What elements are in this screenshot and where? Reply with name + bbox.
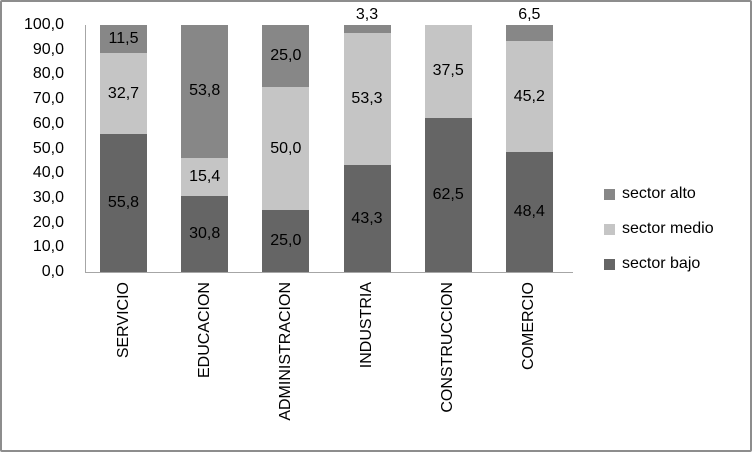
legend-swatch-icon xyxy=(604,223,615,235)
data-label: 3,3 xyxy=(355,6,379,23)
bar-segment xyxy=(262,25,310,87)
y-axis-tick-label: 100,0 xyxy=(23,16,64,33)
data-label: 25,0 xyxy=(270,46,302,64)
data-label: 55,8 xyxy=(107,194,140,212)
category-label: ADMINISTRACION xyxy=(276,282,294,421)
y-axis-tick-label: 70,0 xyxy=(32,90,64,108)
legend-label: sector bajo xyxy=(622,255,701,272)
bar-segment xyxy=(181,25,229,158)
plot-area xyxy=(85,25,573,273)
y-axis-tick-label: 10,0 xyxy=(32,238,64,256)
data-label: 43,3 xyxy=(351,209,383,227)
category-label: CONSTRUCCION xyxy=(439,282,457,413)
legend-item: sector medio xyxy=(604,218,714,240)
data-label: 53,3 xyxy=(351,90,383,108)
bar-segment xyxy=(181,157,229,196)
legend-label: sector alto xyxy=(622,185,696,202)
y-axis-tick-label: 50,0 xyxy=(32,139,64,157)
bar-segment xyxy=(343,25,391,34)
legend-item: sector bajo xyxy=(604,253,714,275)
data-label: 30,8 xyxy=(189,224,221,242)
y-axis-tick-label: 90,0 xyxy=(32,40,64,58)
bar-segment xyxy=(343,33,391,166)
data-label: 45,2 xyxy=(513,87,545,105)
bar-segment xyxy=(100,53,147,135)
data-label: 37,5 xyxy=(432,62,464,80)
legend-swatch-icon xyxy=(604,258,615,270)
bar-segment xyxy=(505,152,553,272)
y-axis-tick-label: 30,0 xyxy=(32,188,64,206)
bar-segment xyxy=(100,25,147,54)
data-label: 6,5 xyxy=(518,6,541,23)
bar-segment xyxy=(100,134,147,272)
y-axis-tick-label: 0,0 xyxy=(41,263,64,280)
legend: sector alto sector medio sector bajo xyxy=(604,183,714,288)
data-label: 32,7 xyxy=(107,84,140,102)
data-label: 62,5 xyxy=(432,185,464,203)
data-label: 53,8 xyxy=(189,82,221,100)
bar-segment xyxy=(505,40,553,153)
data-label: 11,5 xyxy=(108,30,139,48)
bar-segment xyxy=(505,24,553,41)
bar-segment xyxy=(424,25,472,118)
bar-segment xyxy=(424,117,472,272)
y-axis-tick-label: 60,0 xyxy=(32,114,64,132)
y-axis-tick-label: 40,0 xyxy=(32,164,64,182)
category-label: EDUCACION xyxy=(195,282,213,379)
data-label: 48,4 xyxy=(513,203,545,221)
legend-label: sector medio xyxy=(622,220,714,237)
legend-item: sector alto xyxy=(604,183,714,205)
bar-segment xyxy=(262,210,310,272)
category-label: SERVICIO xyxy=(114,282,132,359)
y-axis-tick-label: 80,0 xyxy=(32,65,64,83)
bar-segment xyxy=(343,165,391,272)
category-label: COMERCIO xyxy=(520,282,538,370)
y-axis-tick-label: 20,0 xyxy=(32,213,64,231)
category-label: INDUSTRIA xyxy=(358,282,375,369)
data-label: 15,4 xyxy=(189,167,221,185)
bar-segment xyxy=(181,195,229,272)
data-label: 25,0 xyxy=(270,232,302,250)
legend-swatch-icon xyxy=(604,188,615,200)
data-label: 50,0 xyxy=(270,139,302,157)
bar-segment xyxy=(262,86,310,211)
